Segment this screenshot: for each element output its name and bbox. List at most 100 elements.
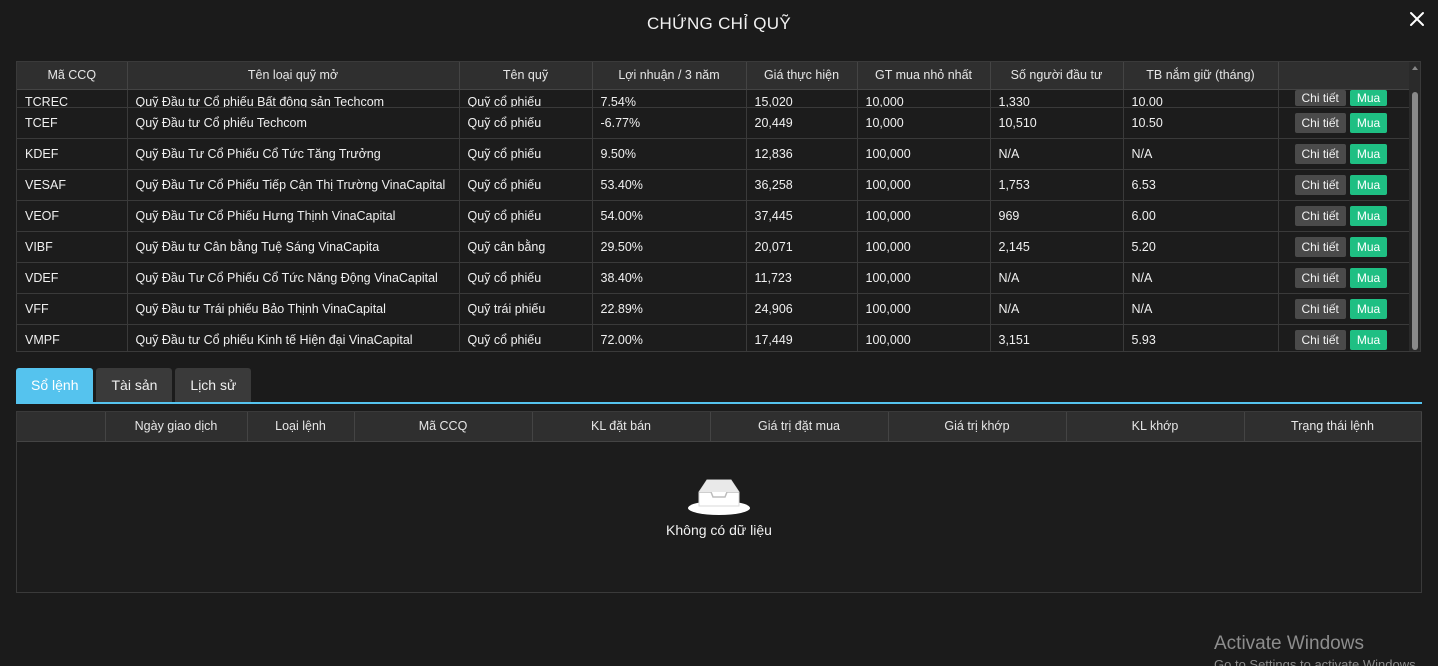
funds-col-header: Giá thực hiện	[746, 62, 858, 90]
buy-button[interactable]: Mua	[1349, 236, 1388, 257]
table-row: VDEF Quỹ Đầu Tư Cổ Phiếu Cổ Tức Năng Động…	[17, 262, 1411, 294]
fund-category: Quỹ Đầu tư Cổ phiếu Techcom	[127, 107, 460, 139]
detail-button[interactable]: Chi tiết	[1294, 298, 1346, 319]
fund-code: VEOF	[17, 200, 128, 232]
buy-button[interactable]: Mua	[1349, 89, 1388, 106]
fund-avg-hold: 6.53	[1123, 169, 1279, 201]
funds-col-header: GT mua nhỏ nhất	[857, 62, 991, 90]
buy-button[interactable]: Mua	[1349, 112, 1388, 133]
fund-code: VMPF	[17, 324, 128, 351]
windows-activation-watermark: Activate Windows Go to Settings to activ…	[1214, 633, 1419, 666]
funds-col-header: Tên quỹ	[459, 62, 593, 90]
detail-button[interactable]: Chi tiết	[1294, 89, 1346, 106]
funds-col-header	[1278, 62, 1411, 90]
fund-investors: 3,151	[990, 324, 1124, 351]
fund-min-buy: 100,000	[857, 324, 991, 351]
buy-button[interactable]: Mua	[1349, 329, 1388, 350]
funds-table: Mã CCQ Tên loại quỹ mở Tên quỹ Lợi nhuận / …	[17, 62, 1411, 351]
fund-return-3y: 54.00%	[592, 200, 747, 232]
fund-category: Quỹ Đầu Tư Cổ Phiếu Cổ Tức Năng Động Vin…	[127, 262, 460, 294]
tab-tai-san[interactable]: Tài sản	[96, 368, 173, 402]
funds-col-header: Mã CCQ	[17, 62, 128, 90]
fund-min-buy: 100,000	[857, 138, 991, 170]
fund-actions: Chi tiết Mua	[1278, 200, 1411, 232]
fund-investors: 2,145	[990, 231, 1124, 263]
fund-min-buy: 10,000	[857, 107, 991, 139]
fund-min-buy: 100,000	[857, 262, 991, 294]
fund-type: Quỹ cổ phiếu	[459, 324, 593, 351]
fund-category: Quỹ Đầu tư Cổ phiếu Kinh tế Hiện đại Vin…	[127, 324, 460, 351]
detail-button[interactable]: Chi tiết	[1294, 267, 1346, 288]
funds-table-scrollbar[interactable]	[1409, 62, 1420, 351]
watermark-subtitle: Go to Settings to activate Windows.	[1214, 657, 1420, 666]
tab-lich-su[interactable]: Lịch sử	[175, 368, 252, 402]
fund-actions: Chi tiết Mua	[1278, 324, 1411, 351]
funds-col-header: Tên loại quỹ mở	[127, 62, 460, 90]
fund-code: VIBF	[17, 231, 128, 263]
detail-button[interactable]: Chi tiết	[1294, 174, 1346, 195]
fund-return-3y: 29.50%	[592, 231, 747, 263]
orders-col-header: Trạng thái lệnh	[1244, 412, 1422, 442]
fund-avg-hold: 5.20	[1123, 231, 1279, 263]
table-row: VEOF Quỹ Đầu Tư Cổ Phiếu Hưng Thịnh VinaC…	[17, 200, 1411, 232]
fund-investors: 10,510	[990, 107, 1124, 139]
fund-return-3y: 72.00%	[592, 324, 747, 351]
fund-code: VESAF	[17, 169, 128, 201]
fund-code: VDEF	[17, 262, 128, 294]
detail-button[interactable]: Chi tiết	[1294, 236, 1346, 257]
fund-return-3y: 7.54%	[592, 89, 747, 108]
funds-col-header: Lợi nhuận / 3 năm	[592, 62, 747, 90]
funds-col-header: Số người đầu tư	[990, 62, 1124, 90]
detail-button[interactable]: Chi tiết	[1294, 112, 1346, 133]
fund-type: Quỹ trái phiếu	[459, 293, 593, 325]
table-row: VIBF Quỹ Đầu tư Cân bằng Tuệ Sáng VinaCap…	[17, 231, 1411, 263]
empty-inbox-icon	[688, 479, 750, 515]
fund-type: Quỹ cổ phiếu	[459, 200, 593, 232]
table-row: TCEF Quỹ Đầu tư Cổ phiếu Techcom Quỹ cổ ph…	[17, 107, 1411, 139]
tab-so-lenh[interactable]: Sổ lệnh	[16, 368, 94, 402]
scroll-up-arrow-icon[interactable]	[1412, 66, 1418, 70]
table-row: VMPF Quỹ Đầu tư Cổ phiếu Kinh tế Hiện đại…	[17, 324, 1411, 351]
fund-investors: 969	[990, 200, 1124, 232]
fund-avg-hold: 10.00	[1123, 89, 1279, 108]
watermark-title: Activate Windows	[1214, 633, 1364, 654]
close-icon[interactable]	[1406, 8, 1428, 30]
buy-button[interactable]: Mua	[1349, 298, 1388, 319]
table-row: TCREC Quỹ Đầu tư Cổ phiếu Bất động sản Te…	[17, 89, 1411, 108]
fund-type: Quỹ cổ phiếu	[459, 89, 593, 108]
fund-min-buy: 100,000	[857, 231, 991, 263]
buy-button[interactable]: Mua	[1349, 205, 1388, 226]
empty-state: Không có dữ liệu	[17, 472, 1421, 538]
fund-investors: 1,330	[990, 89, 1124, 108]
fund-category: Quỹ Đầu tư Cân bằng Tuệ Sáng VinaCapita	[127, 231, 460, 263]
fund-return-3y: 22.89%	[592, 293, 747, 325]
detail-button[interactable]: Chi tiết	[1294, 143, 1346, 164]
buy-button[interactable]: Mua	[1349, 174, 1388, 195]
orders-col-header: Loại lệnh	[247, 412, 355, 442]
fund-category: Quỹ Đầu Tư Cổ Phiếu Hưng Thịnh VinaCapit…	[127, 200, 460, 232]
orders-table-container: Ngày giao dịch Loại lệnh Mã CCQ KL đặt bán G…	[16, 411, 1422, 593]
scroll-thumb[interactable]	[1412, 92, 1418, 350]
detail-button[interactable]: Chi tiết	[1294, 205, 1346, 226]
fund-category: Quỹ Đầu tư Trái phiếu Bảo Thịnh VinaCapi…	[127, 293, 460, 325]
fund-investors: N/A	[990, 262, 1124, 294]
fund-min-buy: 10,000	[857, 89, 991, 108]
empty-text: Không có dữ liệu	[666, 522, 772, 538]
fund-actions: Chi tiết Mua	[1278, 138, 1411, 170]
fund-actions: Chi tiết Mua	[1278, 231, 1411, 263]
detail-button[interactable]: Chi tiết	[1294, 329, 1346, 350]
tab-underline	[16, 402, 1422, 404]
fund-avg-hold: 5.93	[1123, 324, 1279, 351]
fund-type: Quỹ cổ phiếu	[459, 262, 593, 294]
fund-type: Quỹ cổ phiếu	[459, 107, 593, 139]
modal-title: CHỨNG CHỈ QUỸ	[646, 14, 792, 33]
buy-button[interactable]: Mua	[1349, 143, 1388, 164]
fund-category: Quỹ Đầu tư Cổ phiếu Bất động sản Techcom	[127, 89, 460, 108]
buy-button[interactable]: Mua	[1349, 267, 1388, 288]
table-row: KDEF Quỹ Đầu Tư Cổ Phiếu Cổ Tức Tăng Trưở…	[17, 138, 1411, 170]
fund-investors: N/A	[990, 138, 1124, 170]
fund-code: VFF	[17, 293, 128, 325]
fund-return-3y: 53.40%	[592, 169, 747, 201]
close-button[interactable]	[1406, 8, 1428, 30]
fund-type: Quỹ cổ phiếu	[459, 138, 593, 170]
